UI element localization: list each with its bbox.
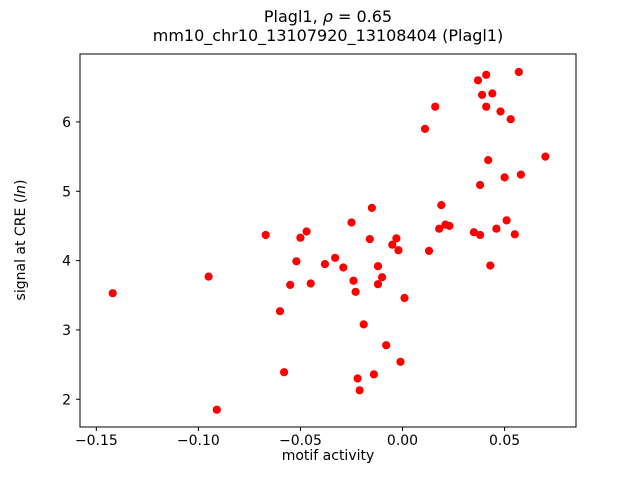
scatter-point <box>369 370 378 379</box>
chart-title: Plagl1, ρ = 0.65 <box>80 7 576 26</box>
chart-title-pre: Plagl1, <box>263 7 323 26</box>
x-tick-label: 0.05 <box>489 433 520 449</box>
x-tick-label: −0.05 <box>279 433 322 449</box>
scatter-point <box>445 221 454 230</box>
scatter-point <box>392 234 401 243</box>
scatter-point <box>355 386 364 395</box>
scatter-point <box>320 260 329 269</box>
scatter-point <box>488 89 497 98</box>
scatter-point <box>353 374 362 383</box>
scatter-point <box>424 246 434 255</box>
scatter-point <box>365 235 374 244</box>
scatter-point <box>482 70 491 79</box>
scatter-point <box>373 262 383 271</box>
y-tick-label: 6 <box>62 115 71 131</box>
scatter-point <box>492 224 501 233</box>
scatter-point <box>476 230 485 240</box>
scatter-point <box>339 263 348 272</box>
chart-title-post: = 0.65 <box>332 7 393 26</box>
scatter-point <box>396 357 405 366</box>
scatter-point <box>351 287 360 296</box>
scatter-point <box>388 240 397 249</box>
scatter-point <box>420 124 430 133</box>
scatter-point <box>469 228 478 237</box>
scatter-point <box>431 102 440 111</box>
scatter-point <box>437 201 446 210</box>
y-tick-label: 3 <box>62 323 71 339</box>
scatter-point <box>349 276 358 285</box>
scatter-point <box>347 218 356 227</box>
scatter-point <box>296 233 305 242</box>
scatter-point <box>400 293 409 303</box>
scatter-point <box>476 180 485 190</box>
scatter-point <box>478 90 487 99</box>
scatter-point <box>280 368 289 377</box>
y-tick-label: 5 <box>62 184 71 200</box>
y-tick-label: 4 <box>62 254 71 270</box>
scatter-point <box>382 341 391 350</box>
scatter-point <box>292 257 301 266</box>
scatter-point <box>212 405 221 414</box>
scatter-point <box>275 307 285 316</box>
scatter-point <box>473 76 483 85</box>
scatter-point <box>541 152 550 161</box>
chart-subtitle: mm10_chr10_13107920_13108404 (Plagl1) <box>152 26 504 45</box>
scatter-point <box>378 273 387 282</box>
scatter-point <box>108 289 117 298</box>
x-tick-label: −0.15 <box>75 433 118 449</box>
scatter-point <box>394 246 403 255</box>
scatter-point <box>286 280 295 289</box>
scatter-point <box>435 224 444 233</box>
x-axis-label: motif activity <box>281 448 375 464</box>
scatter-point <box>261 230 270 240</box>
scatter-point <box>500 173 509 182</box>
y-tick-label: 2 <box>62 392 71 408</box>
scatter-point <box>302 227 311 236</box>
scatter-point <box>510 230 519 239</box>
scatter-point <box>306 279 315 288</box>
x-tick-label: 0.00 <box>387 433 418 449</box>
scatter-point <box>484 156 493 165</box>
x-tick-label: −0.10 <box>177 433 220 449</box>
scatter-point <box>502 216 511 225</box>
scatter-point <box>486 261 495 270</box>
scatter-point <box>359 320 368 329</box>
chart-title-rho: ρ <box>322 7 333 26</box>
scatter-point <box>482 102 491 111</box>
scatter-point <box>516 170 526 179</box>
scatter-point <box>373 280 383 289</box>
scatter-point <box>496 107 505 116</box>
scatter-point <box>367 203 376 212</box>
scatter-point <box>506 115 515 124</box>
scatter-point <box>204 272 213 281</box>
scatter-point <box>331 253 340 262</box>
scatter-point <box>514 67 523 77</box>
plot-frame <box>79 53 577 428</box>
